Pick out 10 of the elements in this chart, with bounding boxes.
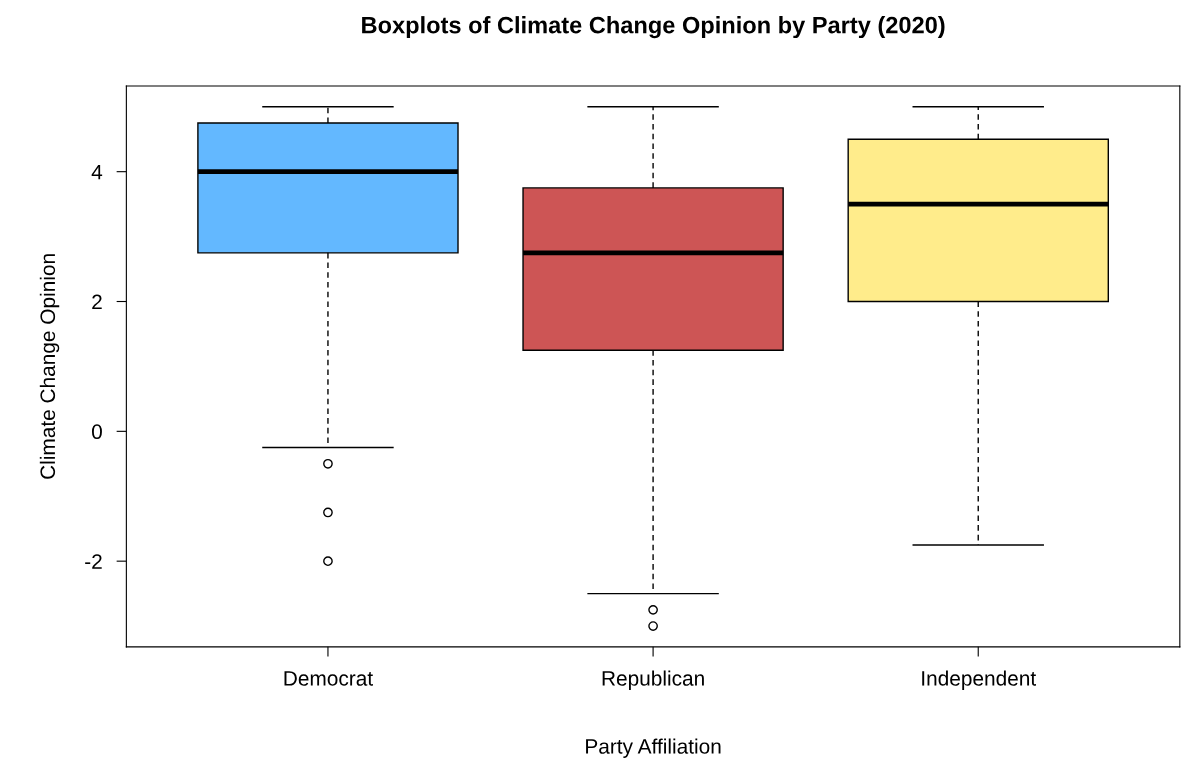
y-tick-label: 4 (91, 164, 103, 180)
x-tick-label: Democrat (284, 671, 373, 686)
x-axis-title: Party Affiliation (586, 738, 721, 758)
x-tick-label: Independent (922, 670, 1037, 690)
x-tick-label: Republican (602, 670, 704, 690)
y-tick-label: 0 (91, 424, 102, 440)
y-tick-label: -2 (85, 554, 102, 569)
chart-title: Boxplots of Climate Change Opinion by Party (2020) (362, 16, 945, 39)
y-axis-title: Climate Change Opinion (39, 254, 60, 479)
y-tick-label: 2 (92, 294, 102, 310)
